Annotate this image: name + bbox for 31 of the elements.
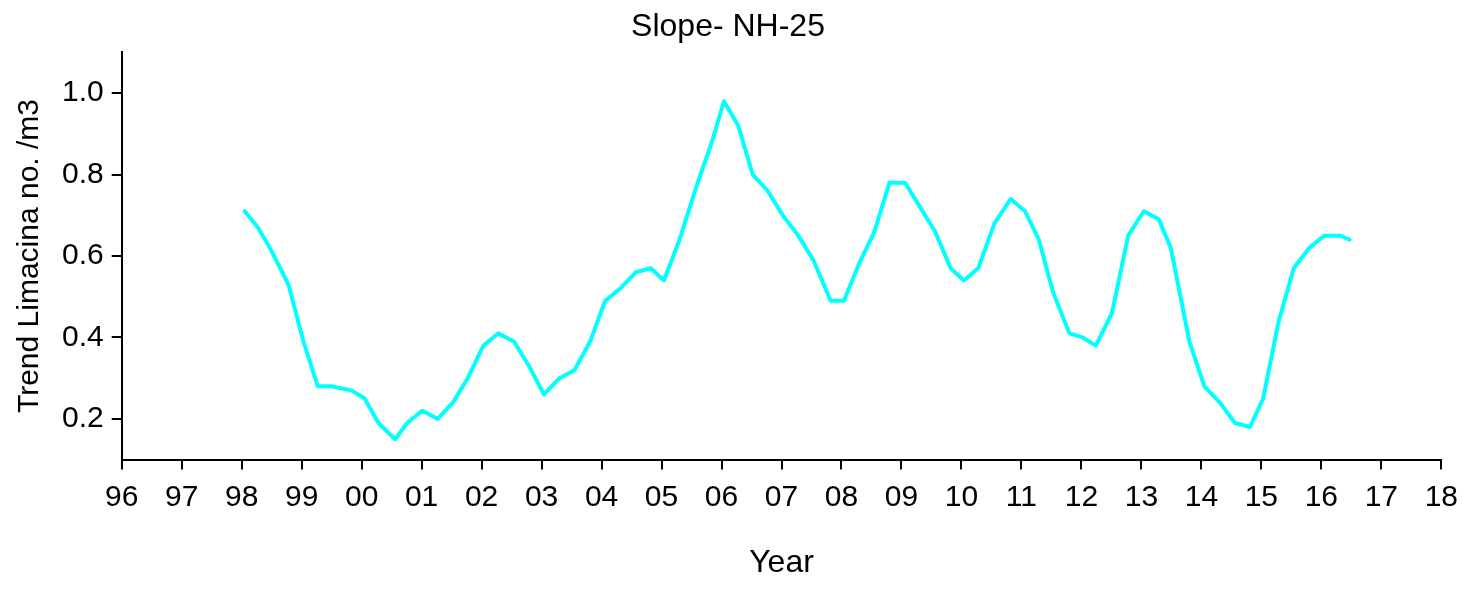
x-tick-label: 05 bbox=[644, 478, 679, 512]
x-tick-label: 13 bbox=[1124, 478, 1159, 512]
x-tick-label: 97 bbox=[165, 478, 199, 512]
x-tick-label: 18 bbox=[1424, 478, 1458, 512]
x-tick-label: 07 bbox=[764, 478, 799, 512]
x-tick-label: 16 bbox=[1304, 478, 1339, 512]
x-tick-label: 17 bbox=[1364, 478, 1399, 512]
x-tick-label: 12 bbox=[1064, 478, 1099, 512]
x-tick-label: 02 bbox=[464, 478, 499, 512]
x-tick-label: 00 bbox=[344, 478, 379, 512]
x-tick-label: 06 bbox=[704, 478, 739, 512]
x-axis-title: Year bbox=[749, 542, 815, 579]
y-tick-label: 0.4 bbox=[61, 318, 104, 352]
x-tick-label: 08 bbox=[824, 478, 859, 512]
y-axis-title: Trend Limacina no. /m3 bbox=[11, 98, 45, 414]
x-tick-label: 14 bbox=[1184, 478, 1219, 512]
x-tick-label: 01 bbox=[404, 478, 439, 512]
y-tick-label: 1.0 bbox=[61, 74, 104, 108]
x-tick-label: 10 bbox=[944, 478, 979, 512]
y-tick-label: 0.6 bbox=[61, 237, 104, 271]
y-tick-label: 0.8 bbox=[61, 155, 104, 189]
x-tick-label: 96 bbox=[105, 478, 139, 512]
x-tick-label: 09 bbox=[884, 478, 919, 512]
y-tick-label: 0.2 bbox=[61, 400, 104, 434]
x-tick-label: 15 bbox=[1244, 478, 1279, 512]
x-tick-label: 11 bbox=[1005, 478, 1038, 512]
x-tick-label: 03 bbox=[524, 478, 559, 512]
x-tick-label: 98 bbox=[224, 478, 259, 512]
x-tick-label: 99 bbox=[284, 478, 319, 512]
chart-title: Slope- NH-25 bbox=[631, 7, 825, 44]
x-tick-label: 04 bbox=[584, 478, 619, 512]
